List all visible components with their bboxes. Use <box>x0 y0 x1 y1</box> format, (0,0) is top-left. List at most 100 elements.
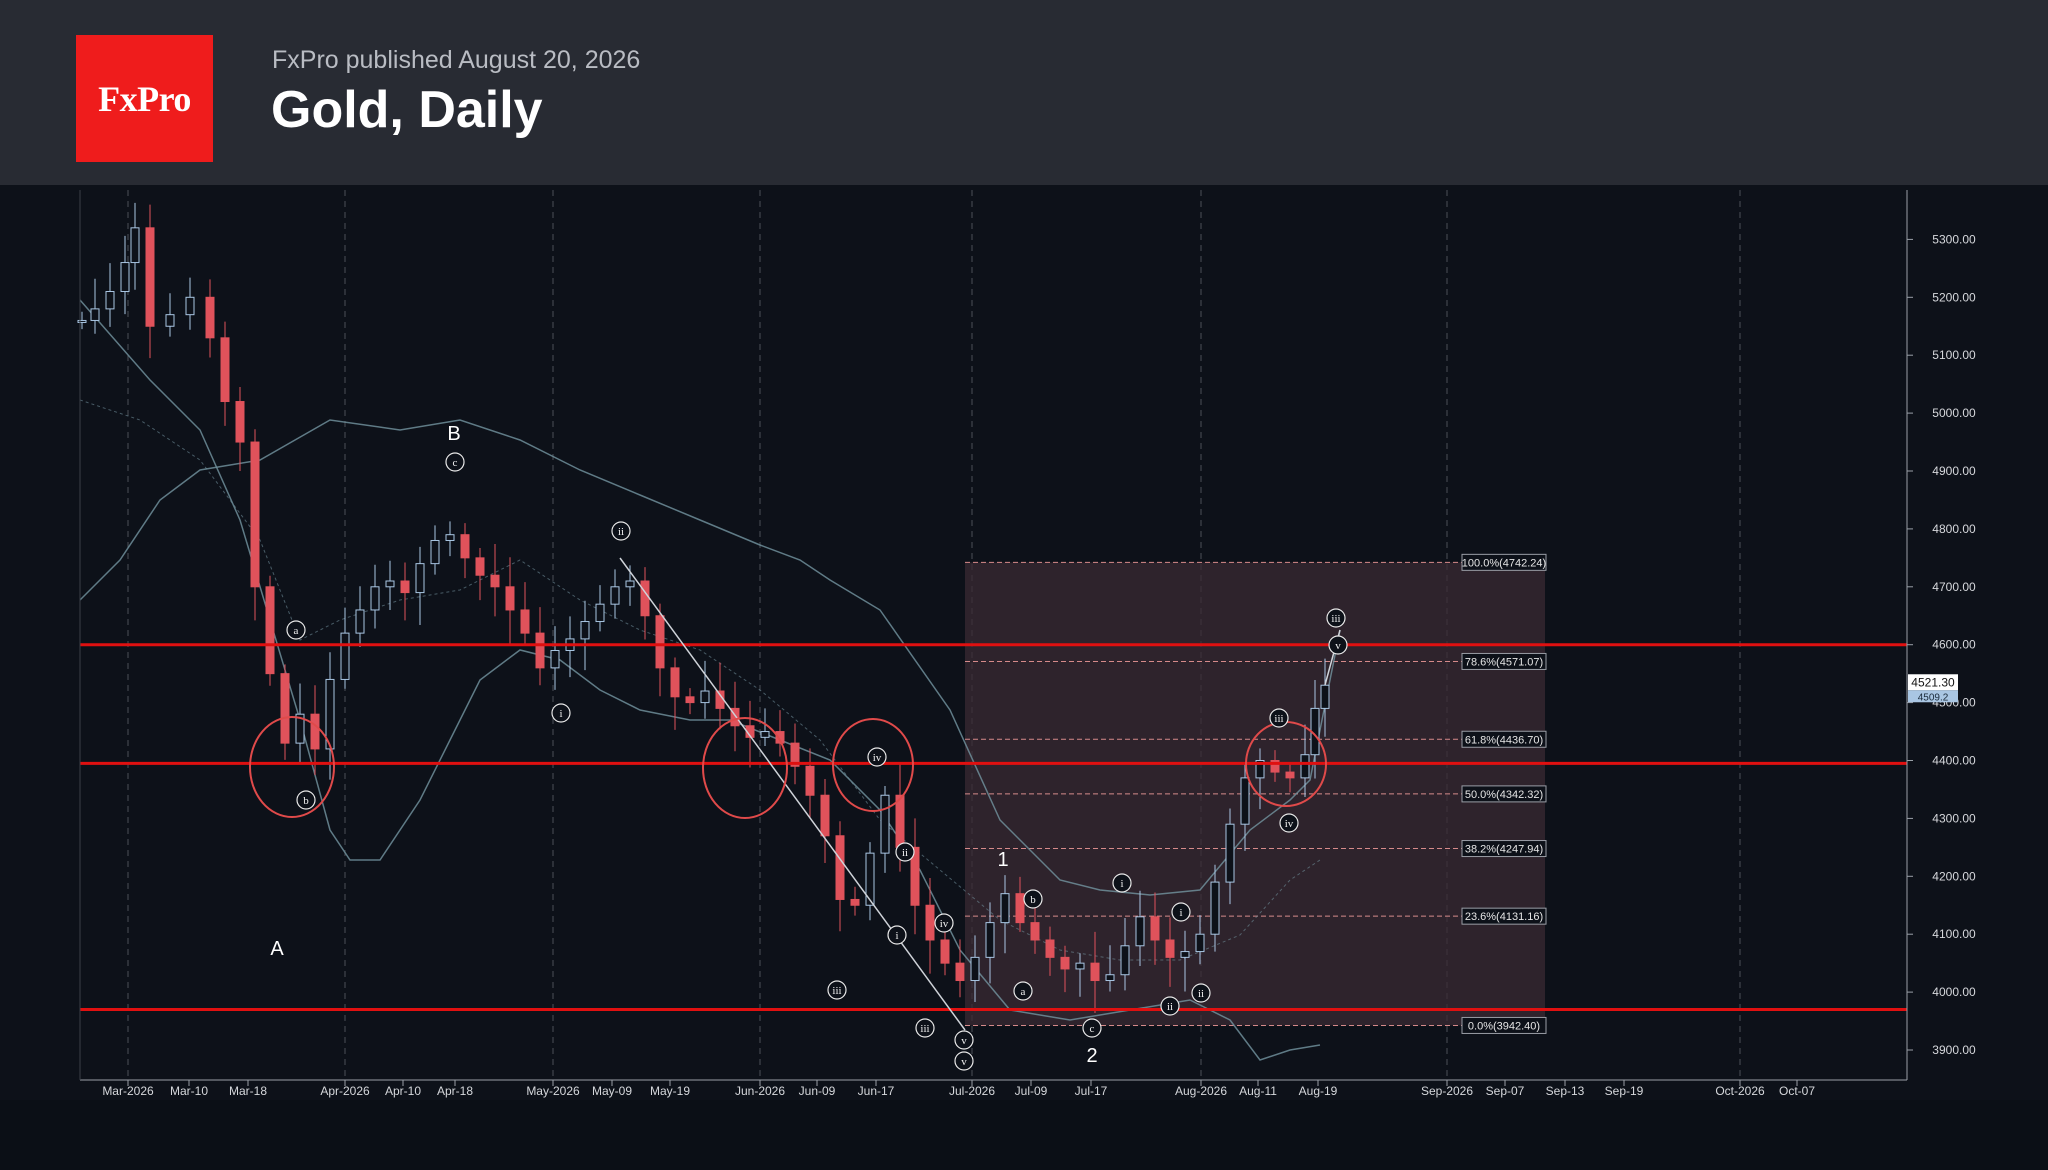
candle-body <box>1255 760 1265 779</box>
candle-body <box>955 962 965 982</box>
candle-body <box>925 904 935 941</box>
time-tick-label: Sep-19 <box>1605 1084 1644 1098</box>
fxpro-logo: FxPro <box>76 35 213 162</box>
candle-body <box>1105 974 1115 982</box>
candle-body <box>370 586 380 611</box>
time-tick-label: Jun-17 <box>858 1084 895 1098</box>
wave-label-circle <box>954 1030 974 1050</box>
wave-label: iv <box>873 752 882 764</box>
wave-label-circle <box>867 747 887 767</box>
candle-body <box>355 609 365 634</box>
price-tick-label: 4400.00 <box>1932 754 1976 768</box>
candle-body <box>77 319 87 323</box>
time-tick-label: Jul-2026 <box>949 1084 995 1098</box>
time-tick-label: Mar-18 <box>229 1084 267 1098</box>
candle-body <box>790 742 800 767</box>
time-tick-label: May-19 <box>650 1084 690 1098</box>
candle-body <box>1210 881 1220 935</box>
candle-body <box>235 401 245 443</box>
wave-label-circle <box>1191 983 1211 1003</box>
candle-body <box>625 580 635 588</box>
gold-daily-chart[interactable]: 100.0%(4742.24) 78.6%(4571.07) 61.8%(4436.… <box>0 185 2048 1100</box>
price-tick-label: 4200.00 <box>1932 869 1976 883</box>
wave-trend-line <box>619 557 966 1031</box>
wave-label: i <box>1120 878 1123 890</box>
wave-label-major: 1 <box>997 849 1008 871</box>
logo-text: FxPro <box>98 78 191 119</box>
time-tick-label: Aug-2026 <box>1175 1084 1227 1098</box>
candle-body <box>1045 939 1055 958</box>
price-tick-label: 4700.00 <box>1932 580 1976 594</box>
candle-body <box>505 586 515 611</box>
wave-label: a <box>294 625 299 637</box>
time-tick-label: Jul-09 <box>1015 1084 1048 1098</box>
candle-body <box>1030 922 1040 941</box>
wave-label: i <box>895 930 898 942</box>
price-tick-label: 4000.00 <box>1932 985 1976 999</box>
candle-body <box>1015 893 1025 924</box>
wave-label: b <box>1030 894 1036 906</box>
wave-label-circle <box>1279 813 1299 833</box>
time-tick-label: May-09 <box>592 1084 632 1098</box>
highlight-circle <box>702 717 788 819</box>
candle-body <box>280 673 290 744</box>
price-tick-label: 4100.00 <box>1932 927 1976 941</box>
wave-label: v <box>961 1056 967 1068</box>
candle-body <box>385 580 395 588</box>
candle-body <box>1270 760 1280 773</box>
candle-body <box>430 539 440 565</box>
candle-body <box>120 262 130 293</box>
wave-label-circle <box>887 925 907 945</box>
time-tick-label: Oct-07 <box>1779 1084 1815 1098</box>
fib-label-box <box>1461 1016 1547 1034</box>
fib-label-box <box>1461 652 1547 670</box>
wave-label-circle <box>915 1018 935 1038</box>
wave-label: ii <box>1167 1001 1173 1013</box>
fib-label: 100.0%(4742.24) <box>1462 557 1546 569</box>
candle-body <box>1180 951 1190 958</box>
fib-label: 38.2%(4247.94) <box>1465 844 1543 856</box>
candle-body <box>130 227 140 264</box>
chart-title: Gold, Daily <box>271 81 543 139</box>
fib-label-box <box>1461 840 1547 858</box>
candle-body <box>670 667 680 698</box>
time-tick-label: Sep-07 <box>1486 1084 1525 1098</box>
wave-label-major: 2 <box>1086 1045 1097 1067</box>
candle-body <box>400 580 410 594</box>
price-tick-label: 4300.00 <box>1932 811 1976 825</box>
candle-body <box>145 227 155 327</box>
candle-body <box>985 922 995 958</box>
price-tick-label: 4600.00 <box>1932 638 1976 652</box>
candle-body <box>1060 956 1070 970</box>
time-tick-label: Oct-2026 <box>1715 1084 1765 1098</box>
wave-label: v <box>1335 640 1341 652</box>
candle-body <box>1240 777 1250 825</box>
wave-label: iii <box>1274 713 1283 725</box>
wave-label-circle <box>827 980 847 1000</box>
candle-body <box>1000 893 1010 924</box>
price-tick-label: 5100.00 <box>1932 348 1976 362</box>
fib-label-box <box>1461 553 1547 571</box>
candle-body <box>730 707 740 727</box>
published-date: FxPro published August 20, 2026 <box>272 46 641 74</box>
candle-body <box>1120 945 1130 976</box>
candle-body <box>325 678 335 750</box>
candle-body <box>655 615 665 669</box>
wave-label: ii <box>1198 988 1204 1000</box>
candle-body <box>1165 939 1175 958</box>
candle-body <box>880 794 890 854</box>
candle-body <box>445 534 455 541</box>
secondary-price-label: 4509.2 <box>1918 692 1949 703</box>
wave-label: v <box>961 1035 967 1047</box>
candle-body <box>1320 684 1330 709</box>
wave-label: b <box>303 795 309 807</box>
candle-body <box>700 690 710 704</box>
wave-label-circle <box>934 913 954 933</box>
price-tick-label: 4800.00 <box>1932 522 1976 536</box>
current-price-label: 4521.30 <box>1911 675 1955 689</box>
time-tick-label: Mar-10 <box>170 1084 208 1098</box>
candle-body <box>805 765 815 796</box>
price-tick-label: 5200.00 <box>1932 290 1976 304</box>
wave-label-circle <box>1082 1018 1102 1038</box>
candle-body <box>1195 933 1205 953</box>
